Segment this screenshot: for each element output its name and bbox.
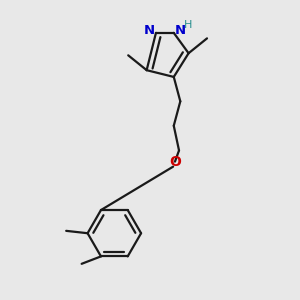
Text: H: H [184, 20, 192, 29]
Text: O: O [169, 154, 181, 169]
Text: N: N [144, 24, 155, 37]
Text: N: N [175, 24, 186, 37]
